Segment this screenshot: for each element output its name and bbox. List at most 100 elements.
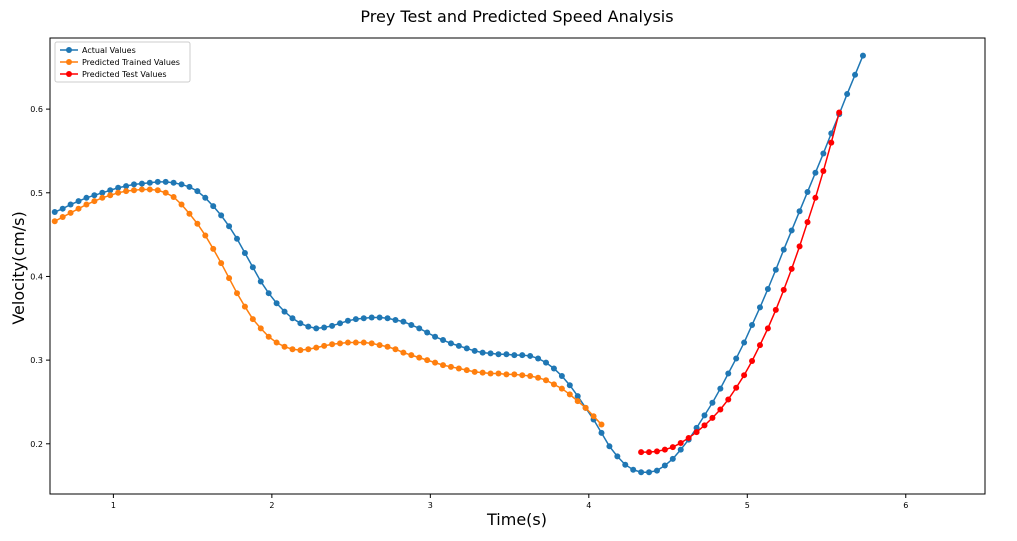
data-point-actual-values	[852, 71, 859, 78]
data-point-predicted-trained-values	[146, 186, 153, 193]
data-point-predicted-trained-values	[321, 342, 328, 349]
data-point-predicted-trained-values	[234, 290, 240, 297]
data-point-predicted-test-values	[836, 109, 843, 116]
data-point-actual-values	[154, 178, 161, 185]
data-point-predicted-trained-values	[360, 339, 367, 346]
data-point-predicted-test-values	[788, 265, 795, 272]
data-point-actual-values	[424, 329, 431, 336]
data-point-actual-values	[511, 352, 518, 359]
data-point-actual-values	[495, 351, 502, 358]
data-point-actual-values	[408, 321, 415, 328]
data-point-predicted-test-values	[756, 342, 763, 349]
data-point-predicted-trained-values	[408, 352, 415, 359]
legend-marker-actual	[66, 47, 72, 53]
data-point-actual-values	[360, 315, 367, 322]
data-point-predicted-trained-values	[273, 339, 280, 346]
series-actual-values	[51, 52, 866, 476]
data-point-predicted-trained-values	[543, 377, 550, 384]
data-point-predicted-trained-values	[162, 189, 169, 196]
data-point-predicted-trained-values	[344, 339, 351, 346]
data-point-predicted-trained-values	[115, 189, 122, 196]
data-point-actual-values	[749, 321, 756, 328]
data-point-actual-values	[329, 322, 336, 329]
series-layer	[51, 52, 866, 476]
legend-item-test: Predicted Test Values	[60, 70, 167, 79]
data-point-actual-values	[352, 316, 359, 323]
data-point-actual-values	[59, 205, 66, 212]
data-point-actual-values	[677, 446, 684, 453]
data-point-actual-values	[75, 198, 82, 205]
legend: Actual Values Predicted Trained Values P…	[54, 41, 191, 83]
data-point-predicted-trained-values	[392, 346, 399, 353]
data-point-actual-values	[669, 455, 676, 462]
data-point-predicted-trained-values	[424, 357, 431, 364]
data-point-actual-values	[725, 370, 732, 377]
legend-item-trained: Predicted Trained Values	[60, 58, 180, 67]
legend-marker-trained	[66, 59, 72, 65]
legend-marker-test	[66, 71, 72, 77]
data-point-actual-values	[249, 264, 256, 271]
data-point-actual-values	[313, 325, 320, 332]
data-point-predicted-test-values	[749, 357, 756, 364]
data-point-predicted-trained-values	[463, 367, 470, 374]
x-tick-label: 6	[903, 501, 908, 510]
data-point-predicted-trained-values	[226, 275, 233, 282]
y-tick-label: 0.2	[30, 440, 43, 449]
data-point-predicted-trained-values	[447, 363, 454, 370]
data-point-predicted-test-values	[772, 306, 779, 313]
data-point-actual-values	[661, 462, 668, 469]
data-point-actual-values	[804, 188, 811, 195]
data-point-actual-values	[162, 178, 169, 185]
y-tick-label: 0.4	[30, 272, 43, 281]
data-point-actual-values	[693, 424, 700, 431]
data-point-predicted-test-values	[804, 219, 811, 226]
data-point-predicted-trained-values	[123, 188, 130, 195]
data-point-actual-values	[130, 181, 137, 188]
data-point-predicted-trained-values	[313, 344, 320, 351]
data-point-predicted-test-values	[669, 444, 676, 451]
data-point-predicted-test-values	[638, 449, 645, 456]
data-point-actual-values	[170, 179, 177, 186]
data-point-predicted-trained-values	[289, 346, 296, 353]
data-point-actual-values	[265, 290, 272, 297]
data-point-predicted-trained-values	[51, 218, 58, 225]
data-point-actual-values	[630, 466, 637, 473]
data-point-actual-values	[479, 349, 486, 356]
data-point-predicted-trained-values	[455, 365, 462, 372]
data-point-actual-values	[471, 347, 478, 354]
data-point-predicted-test-values	[796, 243, 803, 250]
x-tick-label: 5	[745, 501, 750, 510]
x-tick-label: 3	[428, 501, 433, 510]
data-point-actual-values	[368, 314, 375, 321]
data-point-actual-values	[289, 315, 296, 322]
data-point-predicted-trained-values	[384, 343, 391, 350]
data-point-actual-values	[123, 183, 130, 190]
data-point-actual-values	[384, 315, 391, 322]
data-point-actual-values	[788, 227, 795, 234]
data-point-actual-values	[91, 192, 98, 199]
data-point-actual-values	[297, 320, 304, 327]
x-tick-label: 1	[111, 501, 116, 510]
data-point-actual-values	[51, 209, 58, 216]
data-point-predicted-trained-values	[495, 370, 502, 377]
legend-label-trained: Predicted Trained Values	[82, 58, 180, 67]
data-point-predicted-trained-values	[107, 192, 114, 199]
data-point-actual-values	[99, 189, 106, 196]
data-point-actual-values	[202, 194, 209, 201]
data-point-actual-values	[646, 469, 653, 476]
data-point-predicted-trained-values	[368, 340, 375, 347]
data-point-actual-values	[772, 266, 779, 273]
x-tick-label: 2	[269, 501, 274, 510]
data-point-actual-values	[519, 352, 526, 359]
data-point-actual-values	[487, 350, 494, 357]
data-point-predicted-trained-values	[432, 359, 439, 366]
data-point-predicted-trained-values	[138, 186, 145, 193]
data-point-actual-values	[400, 318, 407, 325]
data-point-predicted-test-values	[828, 139, 835, 146]
data-point-actual-values	[234, 235, 240, 242]
data-point-actual-values	[447, 340, 454, 347]
data-point-actual-values	[812, 169, 819, 176]
plot-area	[49, 37, 986, 495]
data-point-predicted-test-values	[725, 396, 732, 403]
data-point-predicted-trained-values	[67, 209, 74, 216]
